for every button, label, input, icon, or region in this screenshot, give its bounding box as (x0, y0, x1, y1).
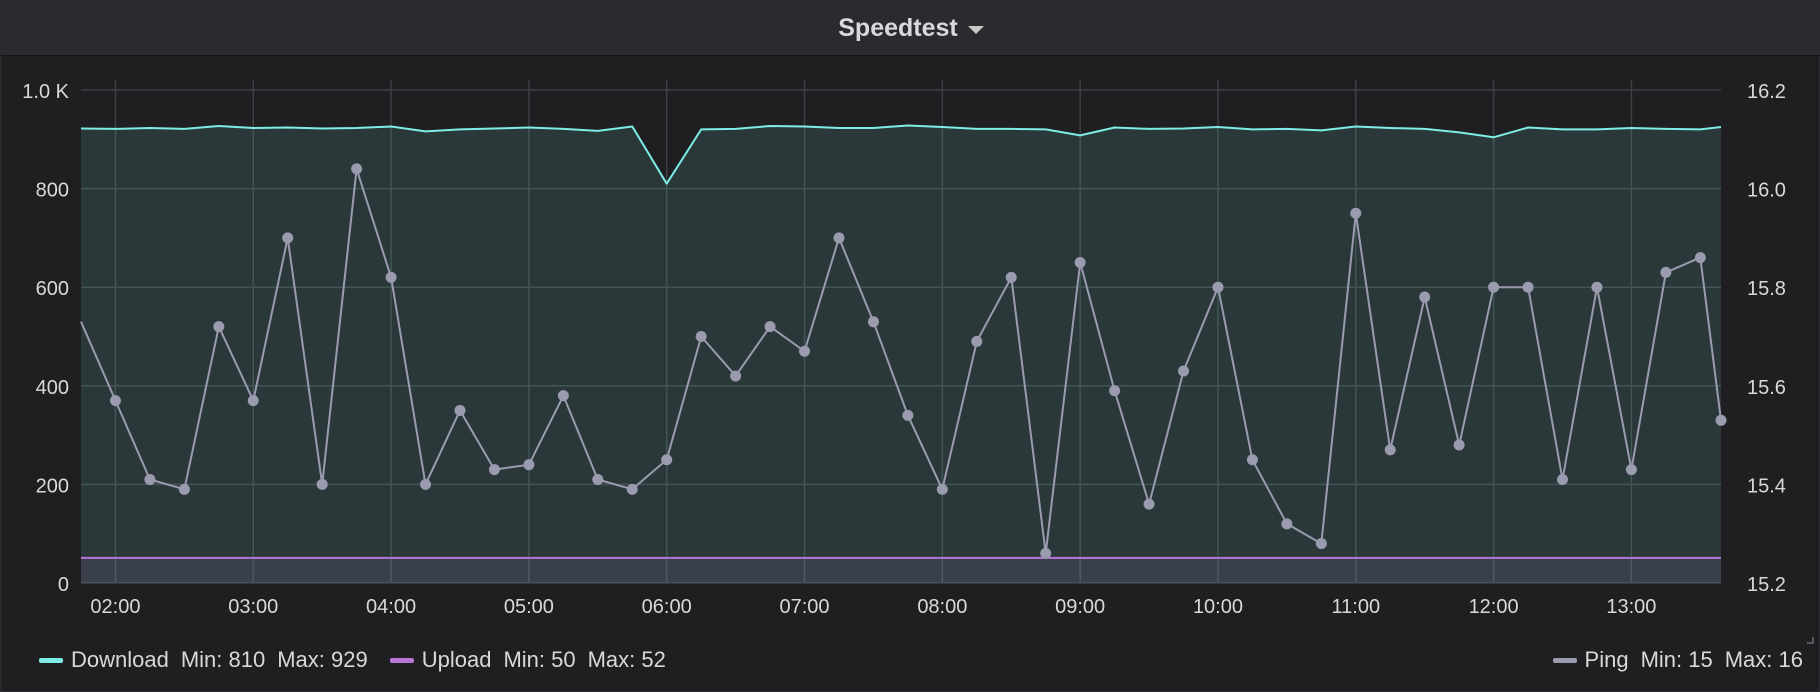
y-left-tick-label: 200 (36, 475, 69, 497)
data-point-ping (1040, 547, 1052, 559)
y-left-tick-label: 800 (36, 180, 69, 202)
x-tick-label: 04:00 (366, 596, 416, 618)
y-left-tick-label: 400 (36, 377, 69, 399)
legend-item-upload[interactable]: Upload Min: 50 Max: 52 (389, 647, 666, 673)
x-tick-label: 13:00 (1606, 596, 1656, 618)
data-point-ping (1488, 281, 1500, 293)
y-right-tick-label: 15.8 (1747, 278, 1786, 300)
data-point-ping (557, 390, 569, 402)
legend-min: Min: 15 (1640, 647, 1713, 672)
legend-right: Ping Min: 15 Max: 16 (1552, 647, 1803, 673)
data-point-ping (420, 478, 432, 490)
data-point-ping (1315, 538, 1327, 550)
y-left-tick-label: 0 (58, 574, 69, 596)
series-line-download (80, 124, 1722, 185)
data-point-ping (833, 232, 845, 244)
y-right-tick-label: 15.2 (1747, 574, 1786, 596)
data-point-ping (144, 473, 156, 485)
data-point-ping (1109, 385, 1121, 397)
legend-min: Min: 50 (503, 647, 576, 672)
data-point-ping (454, 404, 466, 416)
data-point-ping (213, 321, 225, 333)
y-left-tick-label: 600 (36, 278, 69, 300)
data-point-ping (695, 331, 707, 342)
y-right-tick-label: 16.0 (1747, 180, 1786, 202)
x-tick-label: 11:00 (1332, 596, 1381, 618)
legend-min: Min: 810 (180, 647, 266, 672)
legend-swatch-download (39, 657, 63, 663)
x-tick-label: 09:00 (1055, 596, 1105, 618)
y-right-tick-label: 16.2 (1747, 81, 1786, 103)
legend-swatch-upload (389, 657, 414, 663)
data-point-ping (1591, 281, 1603, 293)
data-point-ping (1350, 207, 1362, 219)
x-tick-label: 02:00 (90, 596, 140, 618)
data-point-ping (661, 454, 673, 466)
data-point-ping (282, 232, 294, 244)
data-point-ping (867, 316, 879, 328)
panel-title[interactable]: Speedtest (838, 13, 958, 42)
speedtest-chart[interactable]: 0 200 400 600 800 1.0 K 15.2 15.4 15.6 15.8 16.0 16… (1, 55, 1820, 645)
data-point-ping (1246, 454, 1258, 466)
data-point-ping (1453, 439, 1465, 451)
data-point-ping (1212, 281, 1224, 293)
legend-max: Max: 52 (587, 647, 666, 672)
data-point-ping (902, 409, 914, 421)
x-tick-label: 05:00 (504, 596, 554, 618)
y-right-tick-label: 15.6 (1747, 377, 1786, 399)
x-tick-label: 03:00 (228, 596, 278, 618)
data-point-ping (247, 395, 259, 407)
chevron-down-icon[interactable] (967, 26, 984, 34)
data-point-ping (109, 395, 121, 407)
series-area-download (81, 125, 1721, 583)
series-area-upload (81, 557, 1721, 583)
data-point-ping (799, 345, 811, 357)
x-tick-label: 12:00 (1469, 596, 1519, 618)
resize-handle-icon (1807, 637, 1814, 644)
data-point-ping (936, 483, 948, 495)
legend-label: Upload (421, 647, 492, 672)
y-left-tick-label: 1.0 K (22, 81, 69, 103)
legend-max: Max: 929 (277, 647, 368, 672)
data-point-ping (626, 483, 638, 495)
data-point-ping (971, 335, 983, 347)
y-right-tick-label: 15.4 (1747, 475, 1786, 497)
data-point-ping (1281, 518, 1293, 530)
legend-item-download[interactable]: Download Min: 810 Max: 929 (39, 647, 368, 673)
data-point-ping (1625, 464, 1637, 476)
data-point-ping (385, 271, 397, 283)
data-point-ping (1694, 252, 1706, 264)
data-point-ping (730, 370, 742, 382)
data-point-ping (1557, 473, 1569, 485)
data-point-ping (1005, 271, 1017, 283)
x-tick-label: 07:00 (779, 596, 829, 618)
data-point-ping (1660, 266, 1672, 278)
legend-left: Download Min: 810 Max: 929 Upload Min: 5… (39, 647, 688, 673)
x-tick-label: 06:00 (642, 596, 692, 618)
data-point-ping (1419, 291, 1431, 303)
data-point-ping (316, 478, 328, 490)
data-point-ping (1178, 365, 1190, 377)
data-point-ping (1143, 498, 1155, 510)
legend-label: Download (71, 647, 169, 672)
data-point-ping (488, 464, 500, 476)
data-point-ping (1384, 444, 1396, 456)
data-point-ping (764, 321, 776, 333)
x-tick-label: 10:00 (1193, 596, 1243, 618)
data-point-ping (1074, 257, 1086, 269)
panel-header[interactable]: Speedtest (1, 1, 1820, 56)
data-point-ping (351, 163, 363, 175)
x-tick-label: 08:00 (917, 596, 967, 618)
data-point-ping (1522, 281, 1534, 293)
data-point-ping (592, 473, 604, 485)
legend-swatch-ping (1552, 657, 1577, 663)
data-point-ping (178, 483, 190, 495)
legend-item-ping[interactable]: Ping Min: 15 Max: 16 (1552, 647, 1803, 673)
data-point-ping (523, 459, 535, 471)
legend-label: Ping (1584, 647, 1629, 672)
legend-max: Max: 16 (1724, 647, 1803, 672)
data-point-ping (1715, 414, 1727, 426)
